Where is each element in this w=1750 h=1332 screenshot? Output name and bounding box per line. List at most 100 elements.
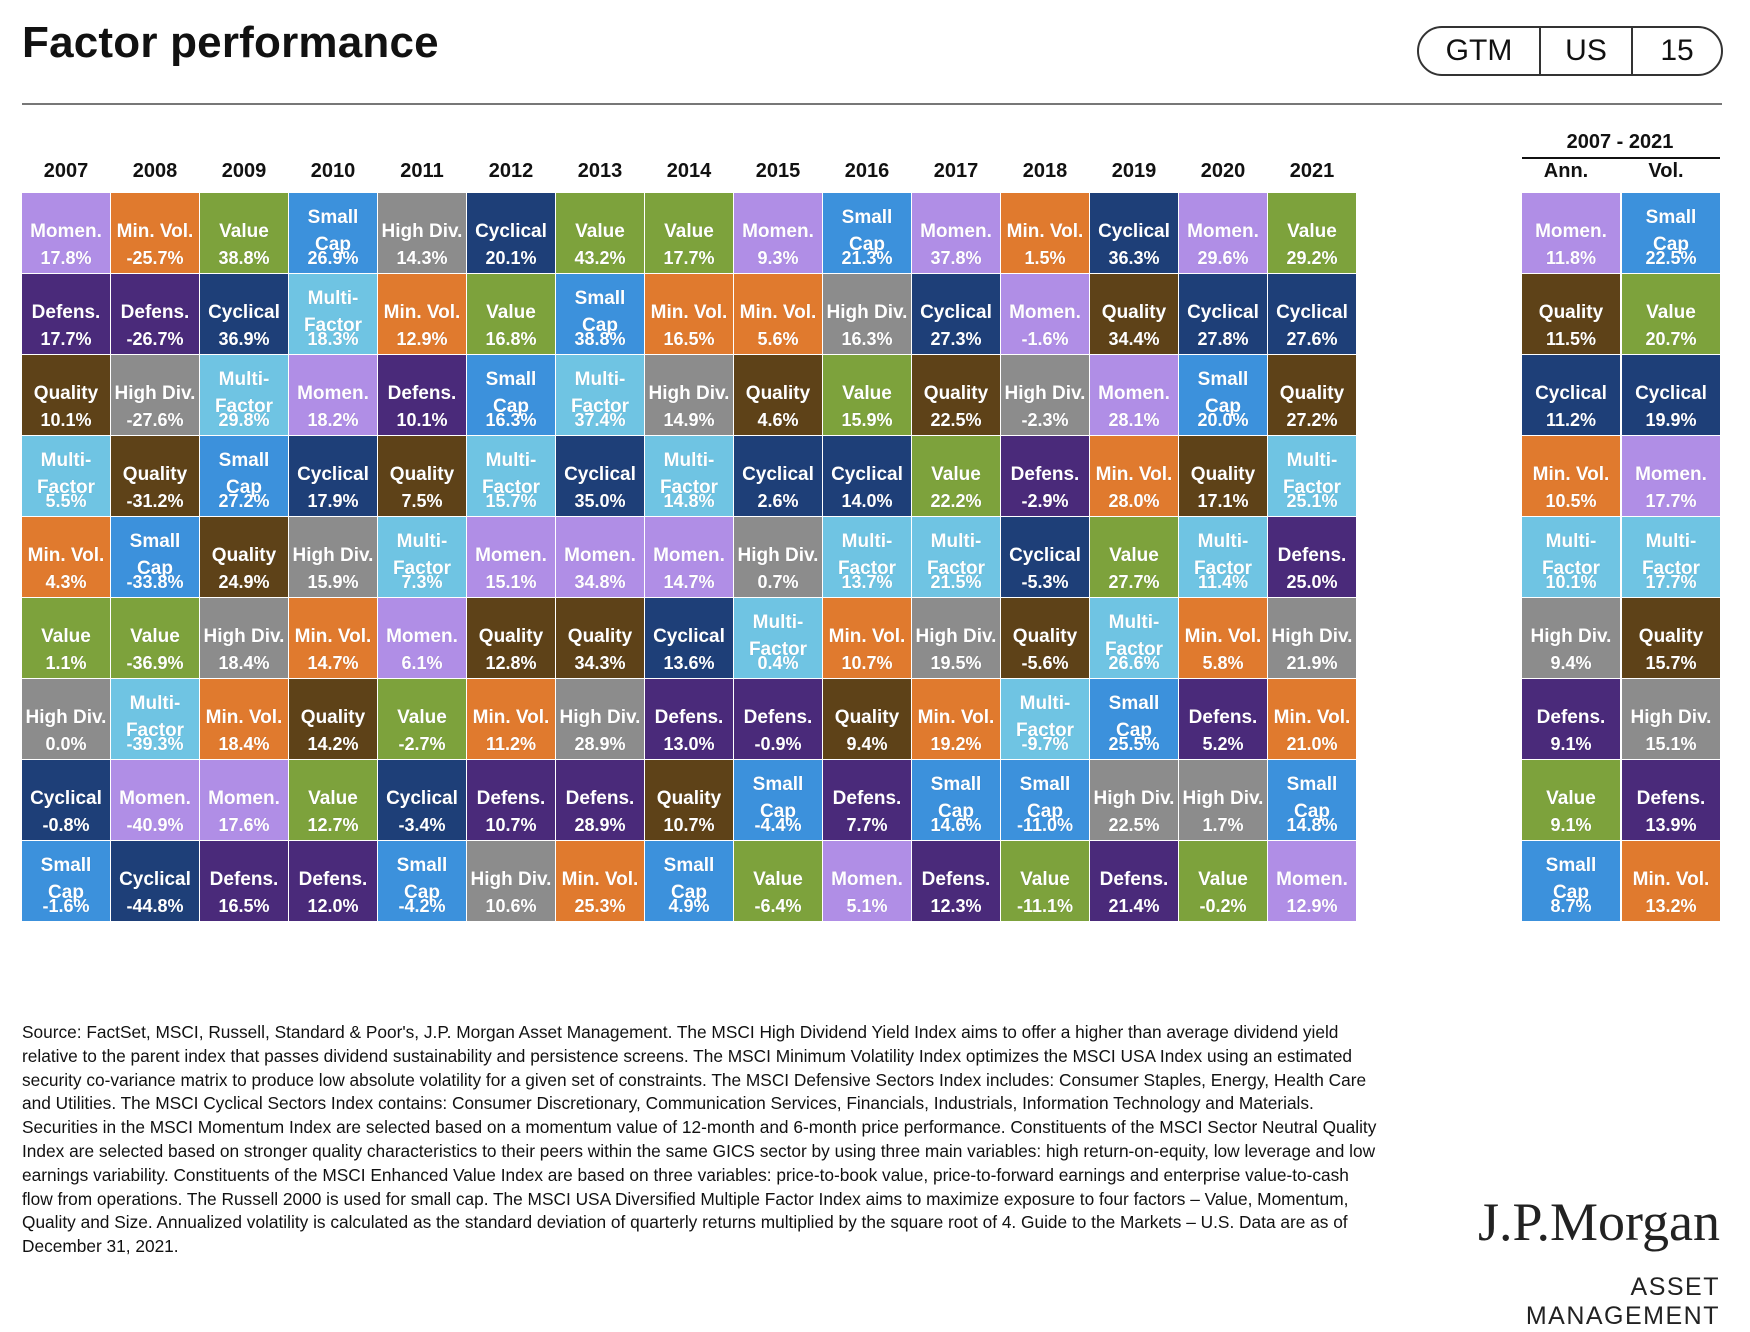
factor-cell-2008-rank-4: Quality -31.2%	[111, 436, 199, 516]
cell-factor-label: Value	[1646, 301, 1696, 323]
cell-return-value: 22.5%	[1645, 248, 1697, 268]
cell-return-value: 12.7%	[307, 815, 359, 835]
cell-return-value: 8.7%	[1550, 896, 1592, 916]
factor-cell-2010-rank-3: Momen. 18.2%	[289, 355, 377, 435]
cell-return-value: 0.7%	[757, 572, 799, 592]
cell-return-value: 10.6%	[485, 896, 537, 916]
cell-return-value: 5.6%	[757, 329, 799, 349]
summary-header-vol: Vol.	[1648, 160, 1684, 182]
factor-cell-2010-rank-5: High Div. 15.9%	[289, 517, 377, 597]
cell-return-value: 17.1%	[1197, 491, 1249, 511]
cell-return-value: 29.6%	[1197, 248, 1249, 268]
factor-cell-2014-rank-2: Min. Vol. 16.5%	[645, 274, 733, 354]
year-header-2012: 2012	[488, 160, 534, 182]
factor-cell-2014-rank-6: Cyclical 13.6%	[645, 598, 733, 678]
factor-cell-2011-rank-8: Cyclical -3.4%	[378, 760, 466, 840]
cell-return-value: 34.8%	[574, 572, 626, 592]
cell-factor-label: Quality	[478, 625, 544, 647]
cell-factor-label: Multi- Factor	[214, 369, 274, 417]
summary-cell-ann-rank-7: Defens. 9.1%	[1522, 679, 1620, 759]
summary-cell-vol-rank-7: High Div. 15.1%	[1622, 679, 1720, 759]
cell-return-value: 25.1%	[1286, 491, 1338, 511]
factor-cell-2020-rank-4: Quality 17.1%	[1179, 436, 1267, 516]
cell-return-value: 12.9%	[1286, 896, 1338, 916]
cell-return-value: 13.2%	[1645, 896, 1697, 916]
cell-return-value: 7.7%	[846, 815, 888, 835]
factor-cell-2021-rank-5: Defens. 25.0%	[1268, 517, 1356, 597]
cell-factor-label: High Div.	[1182, 787, 1264, 809]
cell-factor-label: Momen.	[208, 787, 280, 809]
cell-factor-label: Defens.	[1188, 706, 1258, 728]
summary-cell-ann-rank-4: Min. Vol. 10.5%	[1522, 436, 1620, 516]
factor-cell-2020-rank-5: Multi- Factor 11.4%	[1179, 517, 1267, 597]
cell-return-value: 13.9%	[1645, 815, 1697, 835]
cell-factor-label: Quality	[211, 544, 277, 566]
factor-cell-2018-rank-4: Defens. -2.9%	[1001, 436, 1089, 516]
cell-factor-label: Momen.	[475, 544, 547, 566]
cell-factor-label: Momen.	[653, 544, 725, 566]
cell-return-value: 13.6%	[663, 653, 715, 673]
cell-factor-label: Quality	[1279, 382, 1345, 404]
cell-return-value: -1.6%	[42, 896, 90, 916]
factor-cell-2009-rank-5: Quality 24.9%	[200, 517, 288, 597]
factor-cell-2017-rank-4: Value 22.2%	[912, 436, 1000, 516]
cell-return-value: -1.6%	[1021, 329, 1069, 349]
page-title: Factor performance	[22, 18, 439, 67]
cell-return-value: 35.0%	[574, 491, 626, 511]
cell-return-value: 19.2%	[930, 734, 982, 754]
factor-cell-2010-rank-4: Cyclical 17.9%	[289, 436, 377, 516]
cell-factor-label: Small Cap	[218, 450, 270, 498]
cell-return-value: 27.8%	[1197, 329, 1249, 349]
cell-return-value: -2.7%	[398, 734, 446, 754]
cell-factor-label: Defens.	[743, 706, 813, 728]
cell-return-value: 0.0%	[45, 734, 87, 754]
cell-factor-label: Quality	[656, 787, 722, 809]
logo-tagline: ASSET MANAGEMENT	[1525, 1273, 1720, 1330]
cell-return-value: 29.2%	[1286, 248, 1338, 268]
factor-cell-2009-rank-8: Momen. 17.6%	[200, 760, 288, 840]
cell-factor-label: Quality	[33, 382, 99, 404]
cell-return-value: 24.9%	[218, 572, 270, 592]
cell-return-value: 28.9%	[574, 734, 626, 754]
factor-cell-2007-rank-1: Momen. 17.8%	[22, 193, 110, 273]
factor-cell-2012-rank-8: Defens. 10.7%	[467, 760, 555, 840]
cell-factor-label: Multi- Factor	[1104, 612, 1164, 660]
cell-factor-label: Cyclical	[386, 787, 458, 809]
cell-factor-label: Quality	[1538, 301, 1604, 323]
cell-return-value: 13.7%	[841, 572, 893, 592]
cell-return-value: 16.3%	[485, 410, 537, 430]
factor-cell-2021-rank-7: Min. Vol. 21.0%	[1268, 679, 1356, 759]
cell-factor-label: Value	[219, 220, 269, 242]
factor-cell-2007-rank-6: Value 1.1%	[22, 598, 110, 678]
cell-return-value: 16.3%	[841, 329, 893, 349]
cell-return-value: 7.5%	[401, 491, 443, 511]
cell-factor-label: Min. Vol.	[472, 706, 550, 728]
cell-factor-label: Momen.	[1635, 463, 1707, 485]
cell-factor-label: Defens.	[209, 868, 279, 890]
cell-factor-label: Min. Vol.	[561, 868, 639, 890]
factor-cell-2013-rank-5: Momen. 34.8%	[556, 517, 644, 597]
cell-factor-label: Momen.	[386, 625, 458, 647]
year-header-2010: 2010	[310, 160, 356, 182]
year-header-2020: 2020	[1200, 160, 1246, 182]
cell-factor-label: Multi- Factor	[1541, 531, 1601, 579]
factor-cell-2007-rank-7: High Div. 0.0%	[22, 679, 110, 759]
cell-factor-label: Small Cap	[1108, 693, 1160, 741]
factor-cell-2015-rank-7: Defens. -0.9%	[734, 679, 822, 759]
factor-cell-2014-rank-3: High Div. 14.9%	[645, 355, 733, 435]
factor-cell-2013-rank-2: Small Cap 38.8%	[556, 274, 644, 354]
cell-return-value: 29.8%	[218, 410, 270, 430]
factor-cell-2017-rank-8: Small Cap 14.6%	[912, 760, 1000, 840]
cell-return-value: -4.4%	[754, 815, 802, 835]
factor-cell-2015-rank-2: Min. Vol. 5.6%	[734, 274, 822, 354]
factor-cell-2020-rank-3: Small Cap 20.0%	[1179, 355, 1267, 435]
cell-return-value: 5.5%	[45, 491, 87, 511]
cell-factor-label: Min. Vol.	[383, 301, 461, 323]
cell-factor-label: Cyclical	[831, 463, 903, 485]
source-footnote: Source: FactSet, MSCI, Russell, Standard…	[22, 1022, 1377, 1257]
factor-cell-2013-rank-3: Multi- Factor 37.4%	[556, 355, 644, 435]
cell-factor-label: Min. Vol.	[1532, 463, 1610, 485]
logo-wordmark: J.P.Morgan	[1477, 1192, 1720, 1252]
cell-factor-label: Cyclical	[1635, 382, 1707, 404]
cell-return-value: 27.2%	[1286, 410, 1338, 430]
